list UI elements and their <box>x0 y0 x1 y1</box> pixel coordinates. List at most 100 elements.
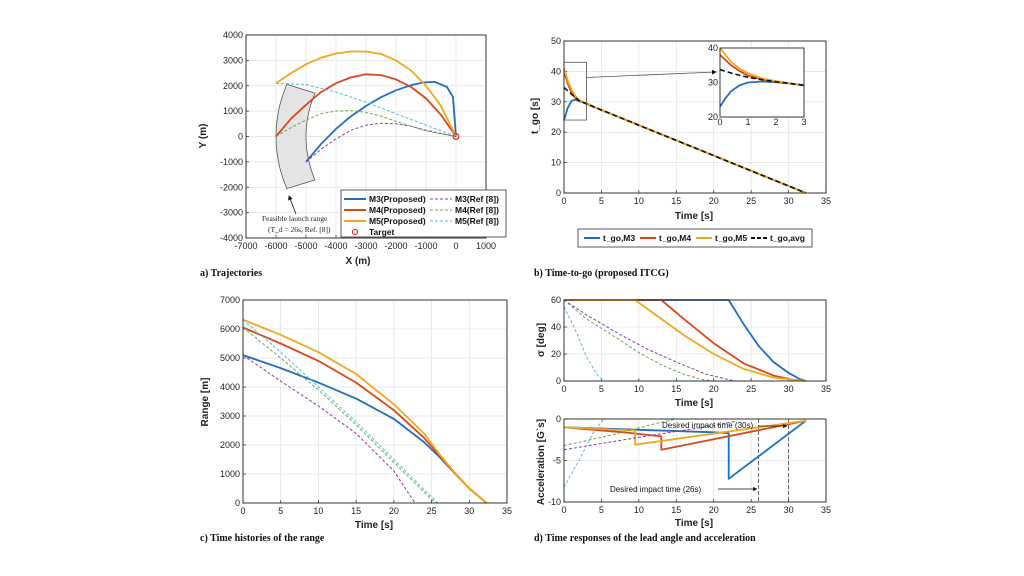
a-series-m3-ref <box>305 122 457 163</box>
tick-label-y: 5000 <box>220 353 240 363</box>
tick-label-x: 0 <box>561 196 566 206</box>
caption-b: b) Time-to-go (proposed ITCG) <box>534 268 669 279</box>
tick-label-y: 20 <box>551 349 561 359</box>
tick-label-y: -4000 <box>220 233 243 243</box>
plot-frame <box>563 299 827 382</box>
ylabel-b: t_go [s] <box>530 98 541 134</box>
tick-label-x: 20 <box>709 196 719 206</box>
tick-label-x: 0 <box>453 241 458 251</box>
tick-label-y: 30 <box>551 97 561 107</box>
inset-tick-label-y: 30 <box>708 78 718 88</box>
d1-series-m5 <box>564 299 806 382</box>
c-series-m4-ref <box>242 327 436 504</box>
tick-label-x: -5000 <box>294 241 317 251</box>
tick-label-y: 4000 <box>223 30 243 40</box>
tick-label-x: -4000 <box>324 241 347 251</box>
tick-label-x: 0 <box>240 506 245 516</box>
plot-area-c <box>243 300 507 503</box>
legend-label-tgo-m5: t_go,M5 <box>715 233 747 243</box>
legend-label-m3-ref: M3(Ref [8]) <box>455 194 499 204</box>
tick-label-x: 15 <box>351 506 361 516</box>
tick-label-y: -5 <box>553 456 561 466</box>
tick-label-x: 5 <box>599 196 604 206</box>
tick-label-x: -1000 <box>414 241 437 251</box>
tick-label-x: -7000 <box>234 241 257 251</box>
tick-label-y: 50 <box>551 36 561 46</box>
c-series-m5-ref <box>242 319 438 504</box>
tick-label-y: -10 <box>548 497 561 507</box>
ylabel-d1: σ [deg] <box>536 323 547 357</box>
zoom-arrow <box>586 69 717 78</box>
tick-label-x: 30 <box>784 196 794 206</box>
plot-frame <box>563 418 827 503</box>
tick-label-y: -1000 <box>220 157 243 167</box>
d2-series-m5-ref <box>563 418 755 488</box>
xlabel-d1: Time [s] <box>675 398 713 409</box>
tick-label-x: 5 <box>278 506 283 516</box>
impact-time-30-label: Desired impact time (30s) <box>662 421 753 430</box>
tick-label-x: 10 <box>634 505 644 515</box>
inset-tick-label-y: 40 <box>708 43 718 53</box>
tick-label-x: 25 <box>427 506 437 516</box>
tick-label-x: 30 <box>784 384 794 394</box>
c-series-m3-ref <box>242 354 416 504</box>
a-series-m3 <box>305 81 457 163</box>
legend-label-m5: M5(Proposed) <box>369 216 426 226</box>
tick-label-x: 25 <box>746 196 756 206</box>
tick-label-y: 40 <box>551 322 561 332</box>
tick-label-y: 20 <box>551 127 561 137</box>
tick-label-x: 25 <box>746 384 756 394</box>
tick-label-y: 10 <box>551 158 561 168</box>
legend-label-m4: M4(Proposed) <box>369 205 426 215</box>
inset-tick-label-y: 20 <box>708 112 718 122</box>
xlabel-c: Time [s] <box>355 520 393 531</box>
a-series-m5-ref <box>275 82 457 137</box>
tick-label-x: 15 <box>671 505 681 515</box>
tick-label-y: 60 <box>551 295 561 305</box>
tick-label-x: 30 <box>464 506 474 516</box>
tick-label-x: 1000 <box>476 241 496 251</box>
legend-swatch-target <box>351 228 359 236</box>
tick-label-y: 3000 <box>220 411 240 421</box>
tick-label-x: 0 <box>561 384 566 394</box>
inset-series-avg <box>719 68 805 87</box>
legend-label-m5-ref: M5(Ref [8]) <box>455 216 499 226</box>
legend-a: M3(Proposed) M4(Proposed) M5(Proposed) T… <box>340 189 507 238</box>
ylabel-a: Y (m) <box>198 124 209 149</box>
d2-series-m5 <box>563 419 806 446</box>
ylabel-c: Range [m] <box>200 378 211 427</box>
inset-tick-label-x: 0 <box>717 117 722 127</box>
feasible-range-sublabel: (T_d = 26s, Ref. [8]) <box>268 225 331 234</box>
tick-label-y: 6000 <box>220 324 240 334</box>
d1-series-m4-ref <box>563 299 714 382</box>
tick-label-x: -2000 <box>384 241 407 251</box>
caption-c: c) Time histories of the range <box>200 533 325 544</box>
xlabel-a: X (m) <box>346 256 371 267</box>
legend-label-m4-ref: M4(Ref [8]) <box>455 205 499 215</box>
impact-time-26-label: Desired impact time (26s) <box>610 485 701 494</box>
tick-label-y: 4000 <box>220 382 240 392</box>
a-series-m4 <box>275 73 457 138</box>
tick-label-x: 35 <box>821 384 831 394</box>
tick-label-x: 15 <box>671 196 681 206</box>
tick-label-y: 3000 <box>223 55 243 65</box>
tick-label-x: 10 <box>313 506 323 516</box>
feasible-launch-region <box>275 83 316 190</box>
tick-label-y: 0 <box>556 376 561 386</box>
tick-label-x: 35 <box>821 196 831 206</box>
tick-label-y: 0 <box>556 414 561 424</box>
a-series-m5 <box>275 50 457 137</box>
tick-label-x: 0 <box>561 505 566 515</box>
tick-label-x: 35 <box>502 506 512 516</box>
tick-label-x: 20 <box>709 384 719 394</box>
tick-label-y: 7000 <box>220 295 240 305</box>
tick-label-y: 0 <box>556 188 561 198</box>
legend-b: t_go,M3 t_go,M4 t_go,M5 t_go,avg <box>577 228 813 248</box>
tick-label-y: 0 <box>235 498 240 508</box>
tick-label-x: 10 <box>634 196 644 206</box>
legend-label-m3: M3(Proposed) <box>369 194 426 204</box>
tick-label-x: -6000 <box>264 241 287 251</box>
tick-label-y: 2000 <box>220 440 240 450</box>
legend-label-tgo-m3: t_go,M3 <box>603 233 635 243</box>
